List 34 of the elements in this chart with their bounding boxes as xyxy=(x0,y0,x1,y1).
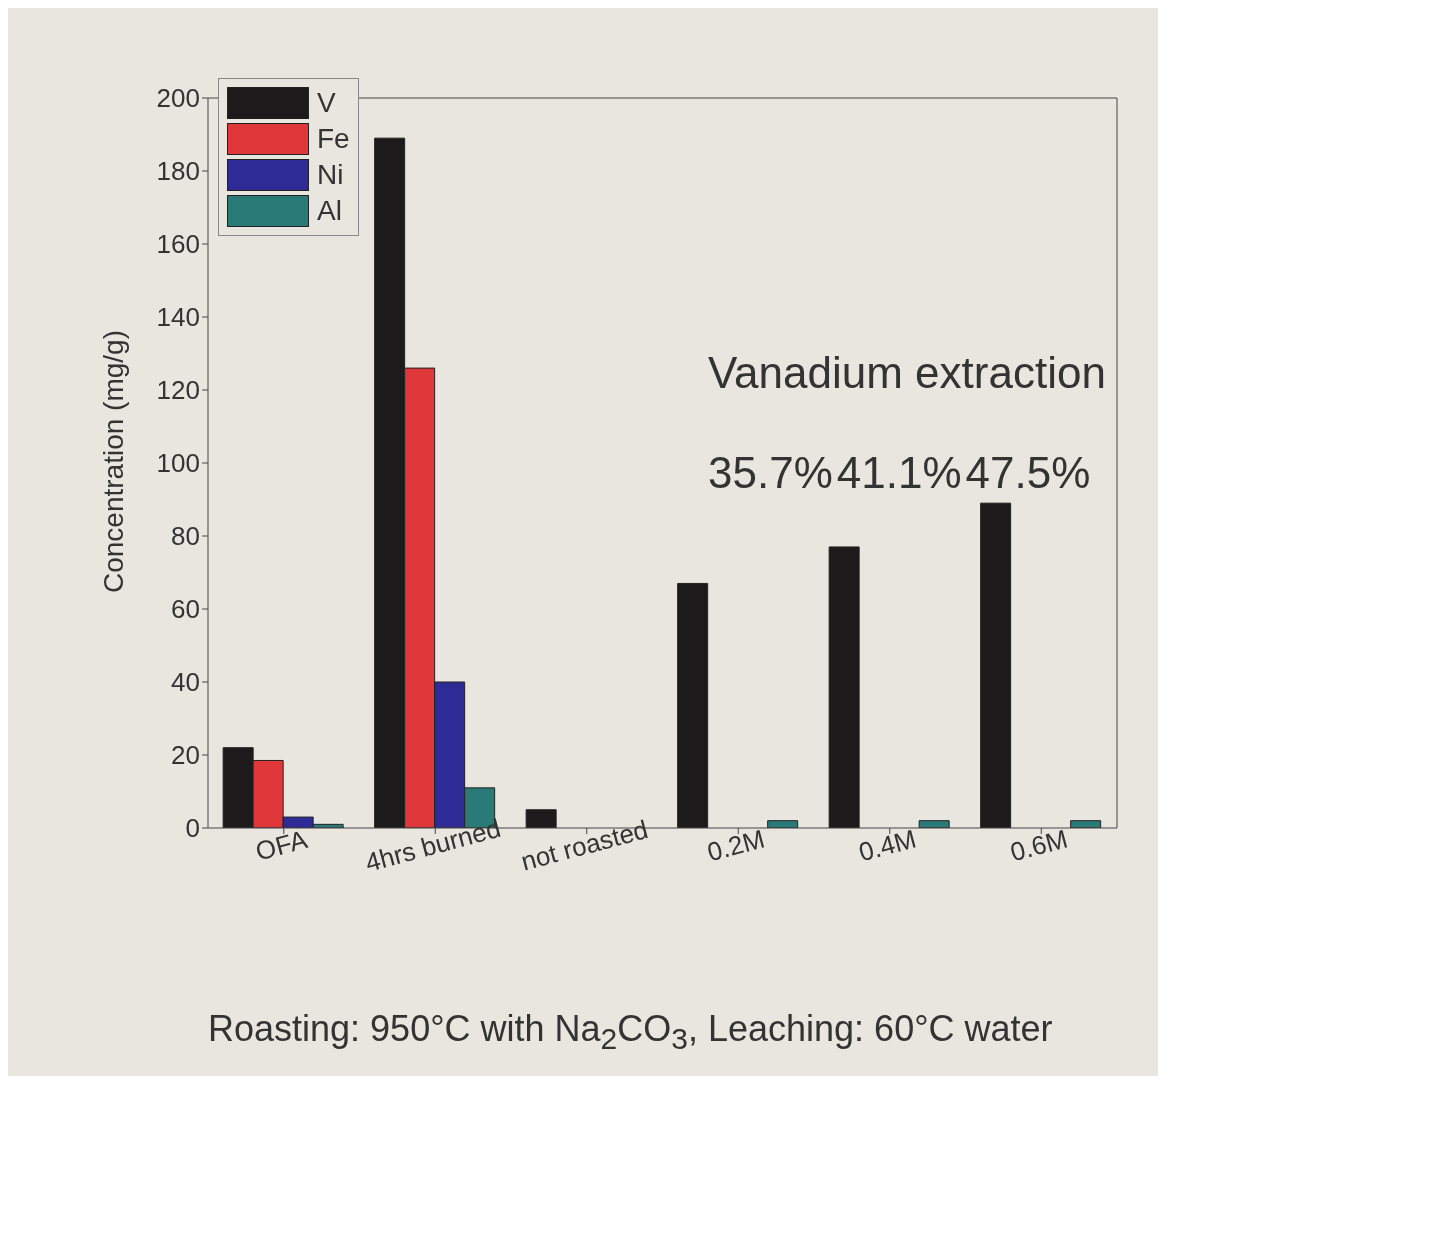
y-tick-label: 140 xyxy=(156,302,200,333)
bar xyxy=(980,502,1012,828)
text: Roasting: 950°C with Na$_{2}$CO$_{3}$, Leaching: 60°C water xyxy=(207,1008,1054,1058)
x-tick-label: not roasted xyxy=(517,813,652,877)
annotation: 41.1% xyxy=(836,448,962,498)
annotation: 35.7% xyxy=(708,448,833,498)
bar xyxy=(918,820,950,828)
y-tick-label: 0 xyxy=(185,813,200,844)
x-tick-label: 0.2M xyxy=(704,823,768,868)
y-tick-label: 60 xyxy=(171,594,200,625)
y-tick-label: 160 xyxy=(156,229,200,260)
y-tick-label: 100 xyxy=(156,448,200,479)
legend-label: Ni xyxy=(317,159,344,191)
bar xyxy=(1070,820,1102,828)
x-tick-label: 0.6M xyxy=(1007,823,1071,868)
y-tick-label: 180 xyxy=(156,156,200,187)
bar xyxy=(677,582,709,828)
legend-label: V xyxy=(317,87,336,119)
annotation: Vanadium extraction xyxy=(708,348,1106,398)
y-tick-label: 120 xyxy=(156,375,200,406)
x-tick-label: 0.4M xyxy=(855,823,920,868)
x-tick-label: 4hrs burned xyxy=(362,812,504,878)
bar xyxy=(828,546,860,828)
annotation: 47.5% xyxy=(965,448,1091,498)
bar xyxy=(767,820,799,828)
y-axis-title: Concentration (mg/g) xyxy=(97,329,129,593)
x-tick-label: OFA xyxy=(252,823,312,867)
y-tick-label: 200 xyxy=(156,83,200,114)
y-tick-label: 40 xyxy=(171,667,200,698)
y-tick-label: 80 xyxy=(171,521,200,552)
legend-label: Fe xyxy=(317,123,350,155)
y-tick-label: 20 xyxy=(171,740,200,771)
legend-label: Al xyxy=(317,195,342,227)
bar xyxy=(525,809,557,828)
